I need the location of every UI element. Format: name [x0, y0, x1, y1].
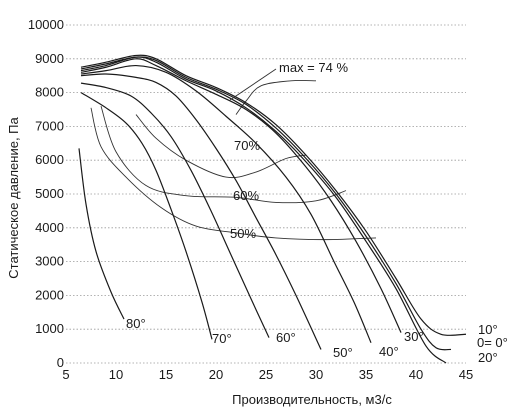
series-label: 40°	[379, 344, 399, 359]
y-tick-labels: 0 1000 2000 3000 4000 5000 6000 7000 8000 9000 100…	[28, 17, 64, 370]
curve-labels: 80° 70° 60° 50° 40° 30° 20°0= 0°10° max = 74 % 7…	[126, 60, 508, 365]
series-label: 0= 0°	[477, 335, 508, 350]
y-tick-label: 2000	[35, 287, 64, 302]
series-label: 20°	[478, 350, 498, 365]
x-tick-label: 35	[359, 367, 373, 382]
series-curve	[80, 82, 270, 338]
series-curve	[80, 92, 213, 340]
y-axis-title: Статическое давление, Па	[6, 117, 21, 279]
y-tick-label: 3000	[35, 254, 64, 269]
y-tick-label: 0	[57, 355, 64, 370]
x-tick-label: 15	[159, 367, 173, 382]
y-tick-label: 1000	[35, 321, 64, 336]
y-tick-label: 7000	[35, 118, 64, 133]
series-curve	[80, 58, 402, 333]
series-curve	[80, 56, 452, 351]
series-curve	[80, 54, 467, 336]
y-tick-label: 8000	[35, 85, 64, 100]
y-tick-label: 9000	[35, 51, 64, 66]
efficiency-contour	[90, 107, 377, 241]
series-curve	[78, 148, 125, 320]
efficiency-contour	[135, 114, 307, 179]
series-curves	[78, 54, 467, 364]
series-curve	[80, 64, 372, 343]
x-tick-labels: 5 10 15 20 25 30 35 40 45	[62, 367, 473, 382]
x-tick-label: 20	[209, 367, 223, 382]
efficiency-label: 70%	[234, 138, 260, 153]
series-label: 10°	[478, 322, 498, 337]
efficiency-label: 50%	[230, 226, 256, 241]
efficiency-label: 60%	[233, 188, 259, 203]
y-tick-label: 4000	[35, 220, 64, 235]
series-label: 60°	[276, 330, 296, 345]
grid	[66, 24, 466, 364]
y-tick-label: 6000	[35, 152, 64, 167]
efficiency-contour	[100, 105, 347, 204]
x-tick-label: 40	[409, 367, 423, 382]
series-label: 30°	[404, 329, 424, 344]
series-label: 80°	[126, 316, 146, 331]
series-label: 70°	[212, 331, 232, 346]
x-tick-label: 10	[109, 367, 123, 382]
series-curve	[80, 73, 322, 350]
x-tick-label: 25	[259, 367, 273, 382]
x-tick-label: 30	[309, 367, 323, 382]
efficiency-label: max = 74 %	[279, 60, 348, 75]
x-axis-title: Производительность, м3/с	[232, 392, 392, 407]
y-tick-label: 5000	[35, 186, 64, 201]
max-efficiency-leader	[229, 68, 277, 101]
series-label: 50°	[333, 345, 353, 360]
x-tick-label: 5	[62, 367, 69, 382]
x-tick-label: 45	[459, 367, 473, 382]
y-tick-label: 10000	[28, 17, 64, 32]
